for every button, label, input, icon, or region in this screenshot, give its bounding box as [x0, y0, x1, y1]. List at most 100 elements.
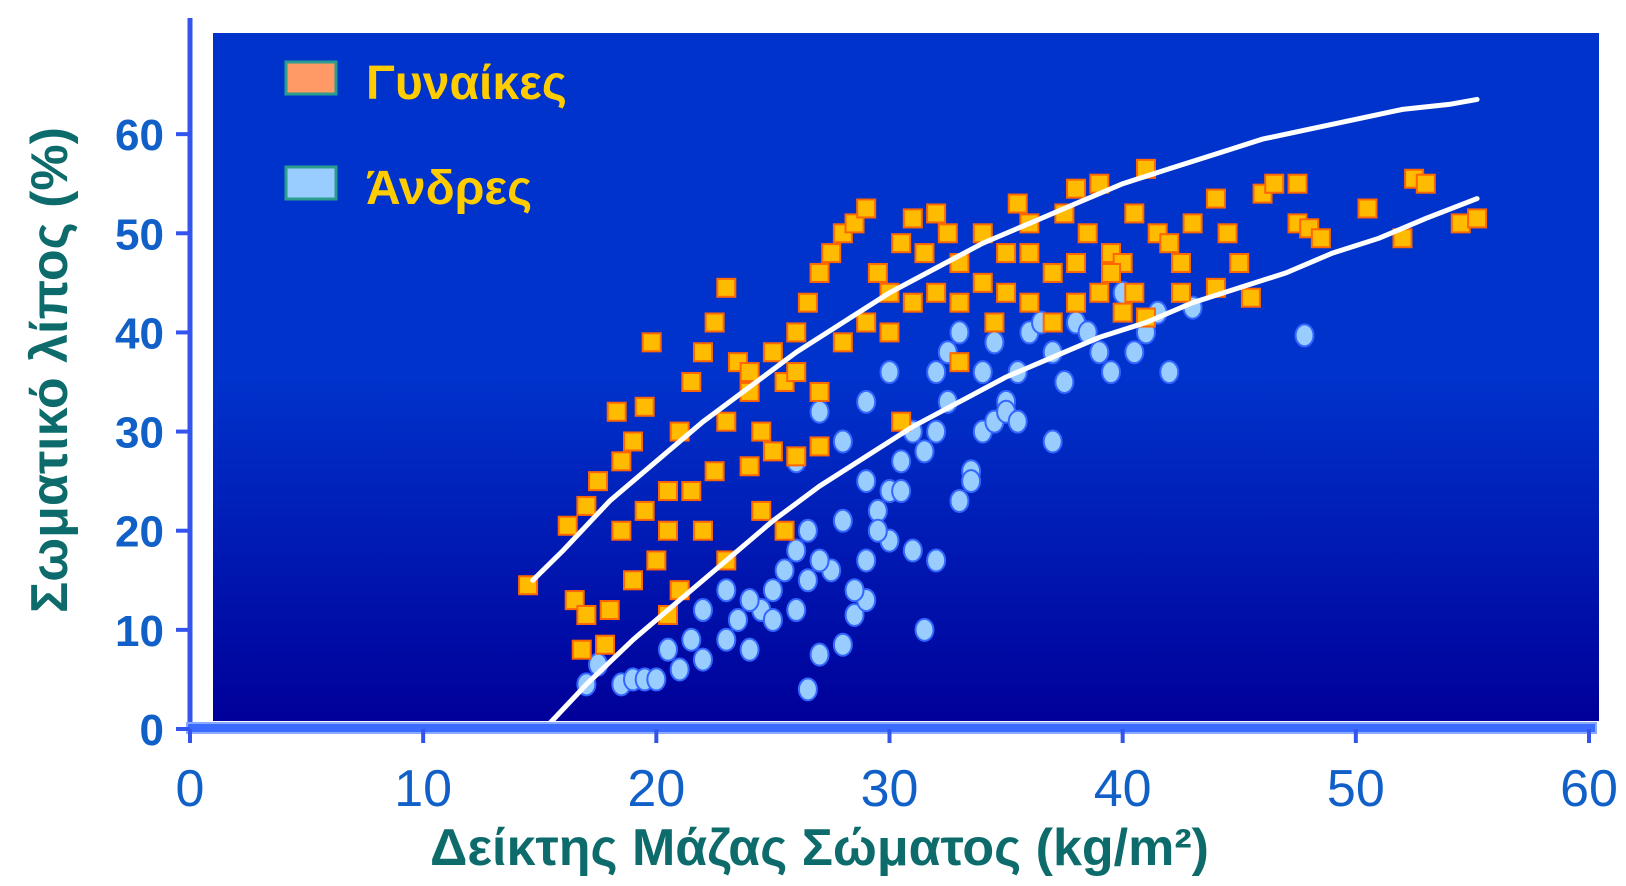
women-point	[891, 411, 912, 432]
women-point	[1182, 213, 1203, 234]
women-point	[681, 372, 702, 392]
women-point	[716, 277, 737, 298]
women-point	[692, 520, 713, 541]
legend-men-swatch	[284, 165, 338, 201]
x-tick-label: 20	[627, 760, 685, 818]
women-point	[949, 292, 970, 313]
men-point	[646, 667, 667, 692]
men-point	[681, 627, 702, 652]
men-point	[669, 657, 690, 682]
women-point	[623, 431, 644, 452]
men-point	[949, 488, 970, 513]
men-point	[809, 548, 830, 573]
y-tick-label: 60	[115, 111, 164, 160]
women-point	[739, 362, 760, 383]
women-point	[856, 198, 877, 219]
women-point	[611, 451, 632, 472]
men-point	[1294, 323, 1315, 348]
women-point	[599, 600, 620, 621]
women-point	[1007, 193, 1028, 214]
women-point	[564, 590, 585, 611]
women-point	[996, 282, 1017, 303]
women-point	[1450, 213, 1471, 234]
women-point	[1124, 282, 1145, 303]
men-point	[914, 617, 935, 642]
women-point	[571, 639, 592, 660]
women-point	[856, 312, 877, 333]
women-point	[937, 223, 958, 244]
men-point	[739, 637, 760, 662]
women-point	[588, 471, 609, 492]
men-point	[762, 578, 783, 603]
men-point	[657, 637, 678, 662]
men-point	[797, 518, 818, 543]
y-tick-label: 30	[115, 409, 164, 458]
women-point	[809, 262, 830, 283]
x-tick-label: 50	[1327, 760, 1385, 818]
women-point	[657, 520, 678, 541]
women-point	[972, 272, 993, 293]
y-tick-label: 20	[115, 508, 164, 557]
men-point	[926, 360, 947, 385]
men-point	[1159, 360, 1180, 385]
fit-curve-1	[530, 96, 1480, 583]
x-axis-title: Δείκτης Μάζας Σώματος (kg/m²)	[430, 819, 1209, 877]
women-point	[821, 243, 842, 264]
men-point	[867, 498, 888, 523]
women-point	[1217, 223, 1238, 244]
men-point	[1007, 409, 1028, 434]
women-point	[1042, 312, 1063, 333]
women-point	[1042, 262, 1063, 283]
men-point	[809, 642, 830, 667]
men-point	[762, 607, 783, 632]
fit-curve-2	[541, 196, 1480, 732]
men-point	[832, 508, 853, 533]
women-point	[751, 421, 772, 442]
women-point	[576, 495, 597, 516]
women-point	[1170, 282, 1191, 303]
women-point	[996, 243, 1017, 264]
men-point	[774, 558, 795, 583]
men-point	[1089, 340, 1110, 365]
men-point	[832, 429, 853, 454]
women-point	[797, 292, 818, 313]
women-point	[1287, 173, 1308, 194]
legend-men-label: Άνδρες	[366, 162, 532, 215]
men-point	[949, 320, 970, 345]
women-point	[751, 500, 772, 521]
women-point	[774, 520, 795, 541]
women-point	[1124, 203, 1145, 224]
men-point	[879, 360, 900, 385]
y-axis-title: Σωματικό λίπος (%)	[21, 127, 79, 613]
x-tick-label: 30	[861, 760, 919, 818]
men-point	[797, 568, 818, 593]
x-tick-label: 0	[176, 760, 205, 818]
women-point	[914, 243, 935, 264]
women-point	[646, 550, 667, 571]
women-point	[902, 292, 923, 313]
men-point	[727, 607, 748, 632]
women-point	[762, 441, 783, 462]
men-point	[1054, 370, 1075, 394]
x-tick-label: 40	[1094, 760, 1152, 818]
women-point	[634, 396, 655, 417]
women-point	[891, 233, 912, 254]
women-points	[518, 158, 1488, 660]
women-point	[595, 634, 616, 655]
women-point	[739, 456, 760, 477]
men-point	[926, 419, 947, 444]
plot-background	[213, 33, 1599, 721]
men-point	[1124, 340, 1145, 365]
men-point	[867, 518, 888, 543]
y-tick-label: 0	[140, 706, 164, 755]
legend-women-swatch	[284, 60, 338, 96]
women-point	[1066, 253, 1087, 274]
men-point	[902, 538, 923, 563]
men-point	[856, 469, 877, 494]
women-point	[557, 515, 578, 536]
y-tick-label: 10	[115, 607, 164, 656]
women-point	[634, 500, 655, 521]
men-point	[832, 632, 853, 657]
y-axis-title-container: Σωματικό λίπος (%)	[0, 0, 100, 886]
men-point	[797, 677, 818, 702]
